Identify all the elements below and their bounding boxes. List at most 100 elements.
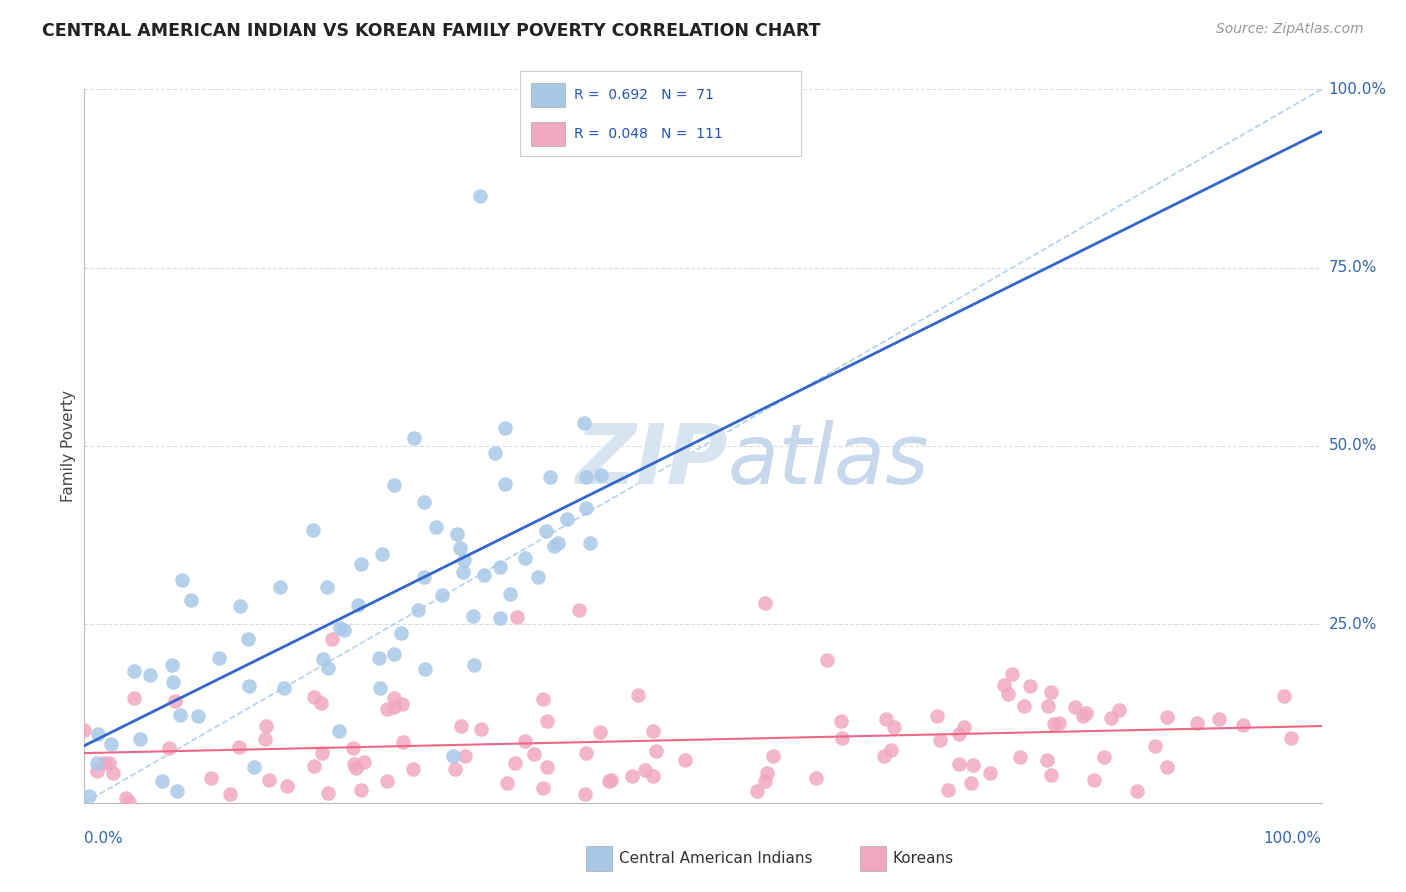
Point <box>1208 712 1230 726</box>
Text: Koreans: Koreans <box>893 851 953 865</box>
Point <box>254 719 277 733</box>
Point <box>114 791 136 805</box>
Point <box>754 596 776 610</box>
Point <box>443 762 465 776</box>
Point <box>86 756 108 771</box>
Point <box>446 527 468 541</box>
Point <box>1071 709 1094 723</box>
Point <box>242 760 264 774</box>
Point <box>302 690 325 705</box>
Point <box>375 702 398 716</box>
Point <box>97 756 120 770</box>
Point <box>333 624 356 638</box>
Point <box>927 709 949 723</box>
Point <box>1064 700 1087 714</box>
Point <box>472 567 495 582</box>
Bar <box>531 122 565 146</box>
Point <box>600 772 623 787</box>
Point <box>73 723 96 737</box>
Point <box>1108 703 1130 717</box>
Point <box>536 760 558 774</box>
Point <box>377 774 399 789</box>
Point <box>880 743 903 757</box>
Point <box>496 776 519 790</box>
Point <box>1092 750 1115 764</box>
Point <box>382 478 405 492</box>
Point <box>347 598 370 612</box>
Point <box>77 789 100 803</box>
Point <box>598 774 620 789</box>
Point <box>575 469 598 483</box>
Point <box>402 431 425 445</box>
Point <box>454 748 477 763</box>
Point <box>329 621 352 635</box>
Point <box>180 593 202 607</box>
Point <box>157 740 180 755</box>
Point <box>122 690 145 705</box>
Point <box>952 721 974 735</box>
Point <box>162 675 184 690</box>
Point <box>543 539 565 553</box>
Point <box>515 551 537 566</box>
Point <box>350 782 373 797</box>
Point <box>1126 783 1149 797</box>
Text: ZIP: ZIP <box>575 420 728 500</box>
Point <box>406 602 429 616</box>
Point <box>382 647 405 661</box>
Point <box>311 746 333 760</box>
Point <box>948 757 970 772</box>
Point <box>1001 667 1024 681</box>
Point <box>382 699 405 714</box>
Point <box>1018 679 1040 693</box>
Point <box>389 626 412 640</box>
Point <box>1040 768 1063 782</box>
Point <box>441 749 464 764</box>
Point <box>344 761 367 775</box>
Point <box>238 679 260 693</box>
Point <box>531 692 554 706</box>
Point <box>997 688 1019 702</box>
Point <box>928 733 950 747</box>
Point <box>86 764 108 778</box>
Point <box>1185 715 1208 730</box>
Point <box>873 749 896 764</box>
Point <box>993 678 1015 692</box>
Point <box>745 783 768 797</box>
Point <box>489 611 512 625</box>
Point <box>883 720 905 734</box>
Point <box>139 668 162 682</box>
Point <box>453 553 475 567</box>
Point <box>152 774 174 789</box>
Point <box>523 747 546 761</box>
Text: R =  0.048   N =  111: R = 0.048 N = 111 <box>574 127 723 141</box>
Point <box>470 723 492 737</box>
Point <box>368 681 391 695</box>
Point <box>118 795 141 809</box>
Point <box>830 714 852 729</box>
Point <box>575 746 598 760</box>
Point <box>301 523 323 537</box>
Point <box>122 664 145 678</box>
Point <box>645 744 668 758</box>
Text: 100.0%: 100.0% <box>1329 82 1386 96</box>
Point <box>875 713 897 727</box>
Point <box>568 603 591 617</box>
Point <box>960 775 983 789</box>
Point <box>589 468 612 483</box>
Point <box>1036 753 1059 767</box>
Text: 75.0%: 75.0% <box>1329 260 1376 275</box>
Point <box>755 766 778 780</box>
Point <box>316 580 339 594</box>
Point <box>1156 760 1178 774</box>
Point <box>309 696 332 710</box>
Point <box>371 547 394 561</box>
Point <box>415 662 437 676</box>
Point <box>450 719 472 733</box>
Point <box>673 753 696 767</box>
Text: 50.0%: 50.0% <box>1329 439 1376 453</box>
Point <box>353 756 375 770</box>
Text: Central American Indians: Central American Indians <box>619 851 813 865</box>
Point <box>451 565 474 579</box>
Point <box>962 757 984 772</box>
Point <box>391 697 413 711</box>
